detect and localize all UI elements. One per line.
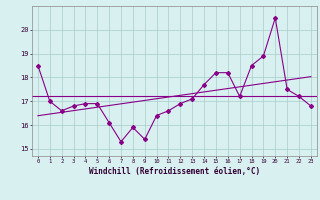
X-axis label: Windchill (Refroidissement éolien,°C): Windchill (Refroidissement éolien,°C) (89, 167, 260, 176)
